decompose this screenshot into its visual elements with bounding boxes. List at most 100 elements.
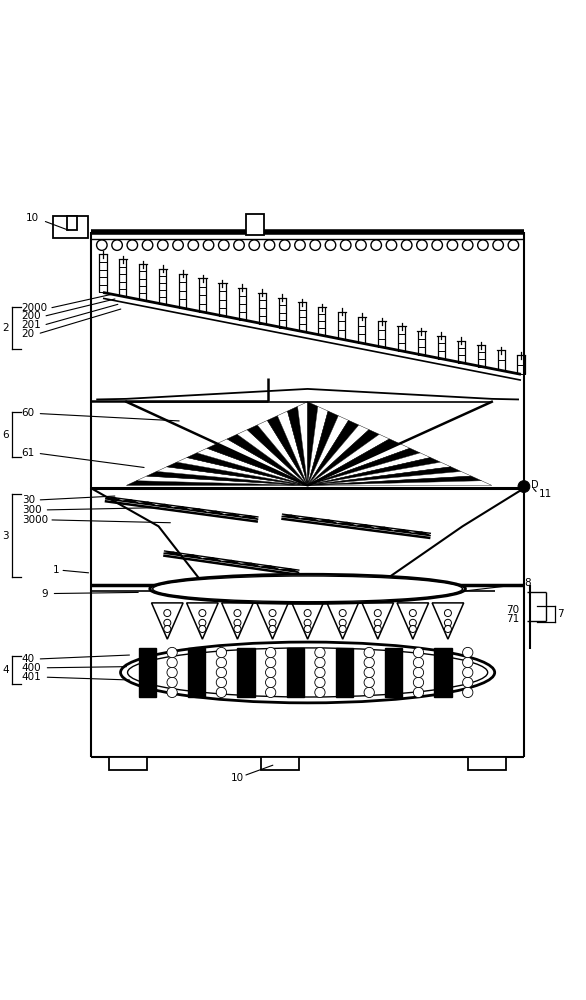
Text: 6: 6 — [2, 430, 9, 440]
Polygon shape — [356, 525, 375, 528]
Polygon shape — [308, 425, 369, 485]
Polygon shape — [300, 518, 319, 521]
Circle shape — [444, 619, 451, 626]
Polygon shape — [308, 444, 410, 485]
Circle shape — [374, 625, 381, 632]
Polygon shape — [163, 552, 183, 556]
Polygon shape — [308, 453, 430, 485]
Text: 30: 30 — [22, 495, 35, 505]
Polygon shape — [336, 648, 353, 697]
Ellipse shape — [150, 574, 465, 603]
Polygon shape — [139, 648, 156, 697]
Text: D: D — [531, 480, 539, 490]
Bar — [53, 216, 88, 238]
Circle shape — [364, 677, 374, 688]
Polygon shape — [280, 569, 299, 573]
Text: 3: 3 — [2, 531, 9, 541]
Polygon shape — [207, 511, 224, 515]
Circle shape — [199, 619, 206, 626]
Text: 4: 4 — [2, 665, 9, 675]
Polygon shape — [308, 411, 338, 485]
Polygon shape — [393, 530, 412, 533]
Polygon shape — [105, 498, 122, 501]
Circle shape — [315, 677, 325, 688]
Text: 201: 201 — [22, 320, 42, 330]
Polygon shape — [257, 420, 308, 485]
Circle shape — [462, 647, 473, 658]
Polygon shape — [338, 522, 356, 526]
Circle shape — [339, 625, 346, 632]
Circle shape — [216, 667, 227, 678]
Polygon shape — [122, 500, 139, 503]
Circle shape — [164, 610, 171, 617]
Polygon shape — [308, 420, 359, 485]
Circle shape — [304, 625, 311, 632]
Polygon shape — [156, 467, 308, 485]
Text: 401: 401 — [22, 672, 42, 682]
Polygon shape — [190, 509, 207, 512]
Text: 60: 60 — [22, 408, 35, 418]
Circle shape — [199, 610, 206, 617]
Circle shape — [164, 619, 171, 626]
Circle shape — [413, 667, 424, 678]
Circle shape — [518, 481, 530, 492]
Circle shape — [167, 677, 177, 688]
Polygon shape — [277, 411, 308, 485]
Polygon shape — [287, 648, 304, 697]
Text: 10: 10 — [26, 213, 39, 223]
Circle shape — [304, 610, 311, 617]
Circle shape — [269, 619, 276, 626]
Circle shape — [234, 619, 241, 626]
Polygon shape — [241, 516, 258, 519]
Bar — [468, 757, 506, 770]
Bar — [246, 214, 264, 235]
Circle shape — [315, 657, 325, 668]
Polygon shape — [308, 448, 420, 485]
Text: 40: 40 — [22, 654, 35, 664]
Circle shape — [462, 667, 473, 678]
Circle shape — [364, 657, 374, 668]
Polygon shape — [308, 406, 328, 485]
Polygon shape — [224, 514, 241, 517]
Circle shape — [234, 625, 241, 632]
Circle shape — [413, 677, 424, 688]
Polygon shape — [375, 527, 393, 531]
Circle shape — [269, 610, 276, 617]
Polygon shape — [166, 462, 308, 485]
Circle shape — [315, 667, 325, 678]
Bar — [261, 757, 299, 770]
Text: 1: 1 — [53, 565, 60, 575]
Circle shape — [164, 625, 171, 632]
Polygon shape — [308, 481, 492, 485]
Polygon shape — [308, 416, 349, 485]
Polygon shape — [308, 458, 441, 485]
Circle shape — [364, 647, 374, 658]
Circle shape — [304, 619, 311, 626]
Circle shape — [410, 625, 416, 632]
Circle shape — [462, 677, 473, 688]
Polygon shape — [308, 462, 451, 485]
Text: 71: 71 — [506, 614, 520, 624]
Polygon shape — [288, 406, 308, 485]
Text: 61: 61 — [22, 448, 35, 458]
Polygon shape — [412, 532, 431, 536]
Polygon shape — [308, 439, 400, 485]
Polygon shape — [127, 481, 308, 485]
Polygon shape — [308, 430, 379, 485]
Circle shape — [315, 687, 325, 698]
Circle shape — [216, 677, 227, 688]
Circle shape — [167, 687, 177, 698]
Polygon shape — [146, 471, 308, 485]
Text: 200: 200 — [22, 311, 42, 321]
Circle shape — [462, 687, 473, 698]
Polygon shape — [202, 558, 222, 561]
Polygon shape — [298, 402, 308, 485]
Polygon shape — [173, 507, 190, 510]
Circle shape — [413, 657, 424, 668]
Circle shape — [167, 657, 177, 668]
Circle shape — [265, 677, 276, 688]
Polygon shape — [187, 453, 308, 485]
Circle shape — [462, 657, 473, 668]
Text: 10: 10 — [231, 773, 244, 783]
Circle shape — [413, 687, 424, 698]
